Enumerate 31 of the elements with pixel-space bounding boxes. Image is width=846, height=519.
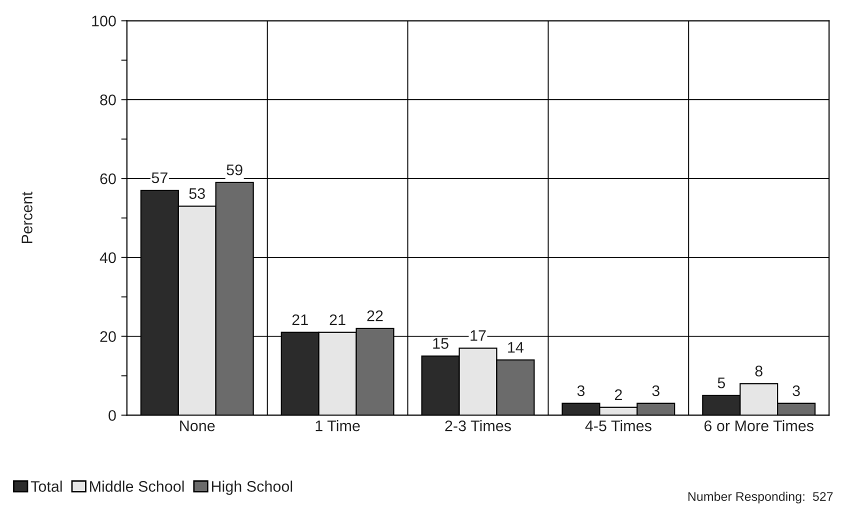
data-label: 3 (792, 385, 800, 396)
y-axis-title: Percent (22, 192, 32, 244)
data-label: 15 (433, 338, 448, 349)
x-tick-label: 1 Time (316, 420, 360, 432)
data-label: 5 (718, 378, 726, 388)
x-tick-label: 4-5 Times (585, 420, 652, 432)
data-label: 8 (755, 366, 762, 376)
data-label: 59 (226, 164, 242, 176)
y-tick-label: 20 (100, 331, 116, 342)
data-label: 17 (470, 330, 486, 341)
x-tick-label: None (180, 420, 215, 432)
legend-label: Total (30, 480, 62, 492)
legend-label: High School (212, 480, 292, 495)
data-label: 22 (367, 310, 383, 322)
x-tick-label: 2-3 Times (445, 420, 511, 432)
y-tick-label: 100 (92, 16, 116, 26)
y-tick-label: 40 (100, 252, 116, 264)
data-label: 21 (330, 314, 346, 326)
data-label: 21 (292, 314, 308, 326)
y-tick-label: 0 (108, 410, 116, 421)
x-tick-label: 6 or More Times (704, 420, 814, 432)
data-label: 3 (652, 385, 660, 396)
legend-label: Middle School (90, 480, 184, 492)
data-label: 3 (577, 385, 585, 396)
data-label: 57 (152, 172, 168, 184)
text: Number Responding: 527 (688, 492, 833, 504)
y-tick-label: 80 (100, 94, 116, 106)
data-label: 53 (189, 188, 205, 199)
data-label: 14 (508, 342, 524, 353)
data-label: 2 (614, 389, 622, 400)
y-tick-label: 60 (100, 173, 116, 184)
